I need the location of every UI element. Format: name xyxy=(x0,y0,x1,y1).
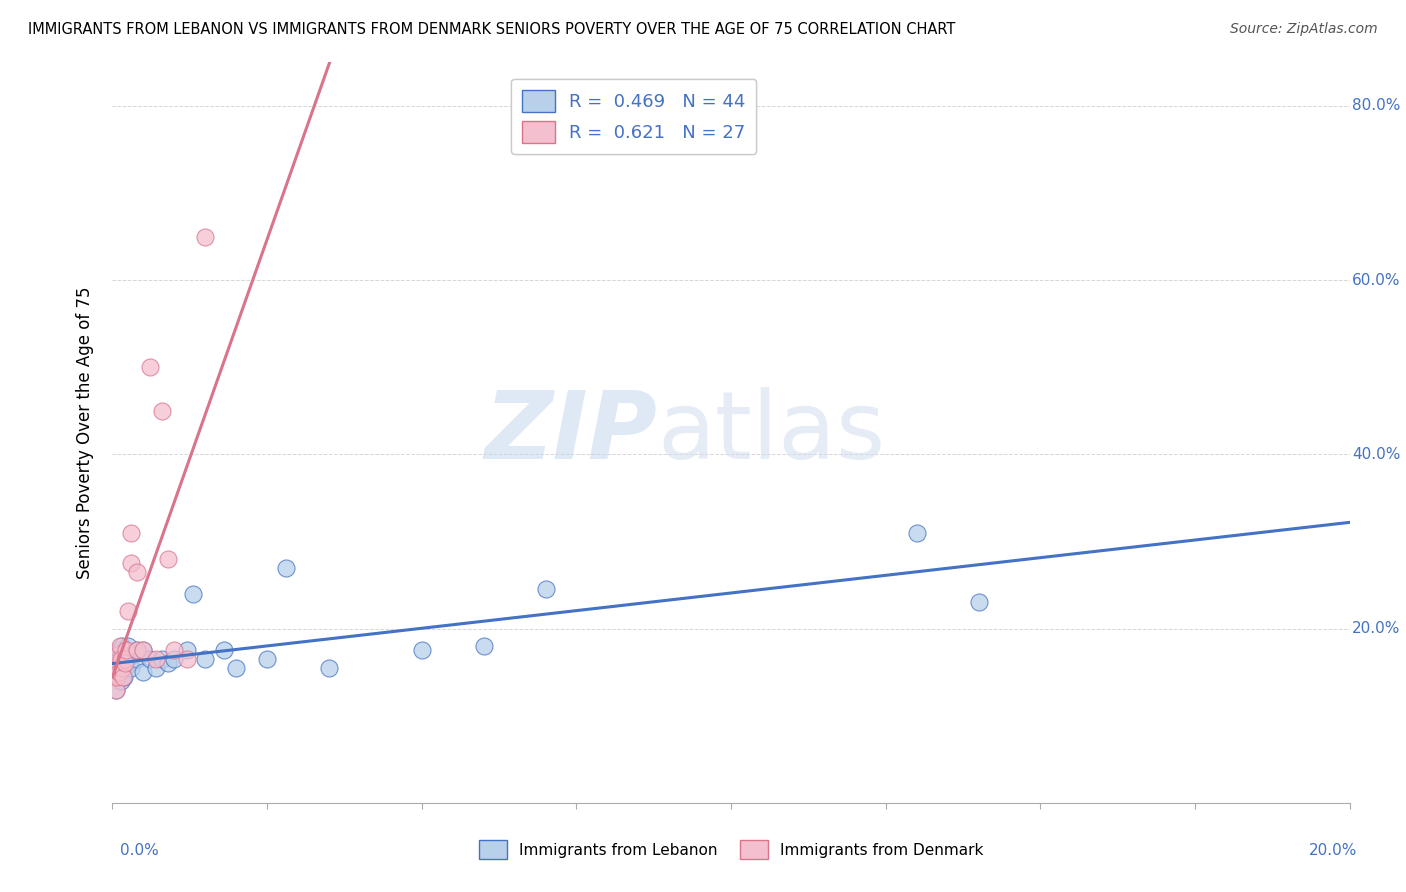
Point xyxy=(472,639,495,653)
Point xyxy=(411,643,433,657)
Point xyxy=(110,652,132,666)
Point xyxy=(107,657,129,671)
Point xyxy=(114,657,136,671)
Point xyxy=(163,652,186,666)
Point xyxy=(114,661,136,675)
Point xyxy=(176,652,198,666)
Legend: Immigrants from Lebanon, Immigrants from Denmark: Immigrants from Lebanon, Immigrants from… xyxy=(471,832,991,866)
Point xyxy=(110,648,132,662)
Text: 40.0%: 40.0% xyxy=(1353,447,1400,462)
Point xyxy=(110,673,132,688)
Point xyxy=(138,652,160,666)
Point xyxy=(318,661,340,675)
Point xyxy=(107,643,129,657)
Point xyxy=(967,595,990,609)
Point xyxy=(132,643,155,657)
Point xyxy=(105,669,128,683)
Point xyxy=(114,643,136,657)
Point xyxy=(163,643,186,657)
Point xyxy=(274,560,297,574)
Point xyxy=(145,652,167,666)
Point xyxy=(150,404,173,418)
Text: 80.0%: 80.0% xyxy=(1353,98,1400,113)
Point xyxy=(120,525,142,540)
Point xyxy=(145,661,167,675)
Point xyxy=(127,652,149,666)
Point xyxy=(905,525,928,540)
Point xyxy=(120,556,142,570)
Point xyxy=(104,657,127,671)
Text: ZIP: ZIP xyxy=(484,386,657,479)
Point xyxy=(103,669,125,683)
Point xyxy=(120,661,142,675)
Text: Source: ZipAtlas.com: Source: ZipAtlas.com xyxy=(1230,22,1378,37)
Point xyxy=(115,652,138,666)
Text: 20.0%: 20.0% xyxy=(1309,843,1357,858)
Point xyxy=(111,661,134,675)
Point xyxy=(103,669,125,683)
Point xyxy=(194,229,217,244)
Point xyxy=(256,652,278,666)
Point xyxy=(225,661,247,675)
Point xyxy=(117,604,139,618)
Legend: R =  0.469   N = 44, R =  0.621   N = 27: R = 0.469 N = 44, R = 0.621 N = 27 xyxy=(512,78,756,153)
Point xyxy=(127,643,149,657)
Text: 20.0%: 20.0% xyxy=(1353,621,1400,636)
Point xyxy=(105,669,128,683)
Point xyxy=(112,669,135,683)
Point xyxy=(138,360,160,375)
Point xyxy=(107,648,129,662)
Point xyxy=(107,648,129,662)
Point xyxy=(176,643,198,657)
Point xyxy=(107,665,129,680)
Point xyxy=(105,661,128,675)
Point xyxy=(120,648,142,662)
Point xyxy=(104,682,127,697)
Point xyxy=(114,652,136,666)
Point xyxy=(132,665,155,680)
Point xyxy=(111,661,134,675)
Point xyxy=(212,643,235,657)
Point xyxy=(127,565,149,579)
Text: atlas: atlas xyxy=(657,386,886,479)
Point xyxy=(104,661,127,675)
Text: 0.0%: 0.0% xyxy=(120,843,159,858)
Point xyxy=(194,652,217,666)
Point xyxy=(127,643,149,657)
Point xyxy=(132,643,155,657)
Point xyxy=(115,643,138,657)
Point xyxy=(111,657,134,671)
Point xyxy=(157,657,180,671)
Point xyxy=(157,552,180,566)
Point xyxy=(105,657,128,671)
Point xyxy=(111,639,134,653)
Point xyxy=(111,669,134,683)
Point xyxy=(108,639,131,653)
Point xyxy=(107,665,129,680)
Point xyxy=(117,639,139,653)
Point xyxy=(534,582,557,597)
Point xyxy=(108,665,131,680)
Point xyxy=(104,682,127,697)
Point xyxy=(150,652,173,666)
Text: 60.0%: 60.0% xyxy=(1353,273,1400,288)
Text: IMMIGRANTS FROM LEBANON VS IMMIGRANTS FROM DENMARK SENIORS POVERTY OVER THE AGE : IMMIGRANTS FROM LEBANON VS IMMIGRANTS FR… xyxy=(28,22,956,37)
Point xyxy=(181,587,204,601)
Y-axis label: Seniors Poverty Over the Age of 75: Seniors Poverty Over the Age of 75 xyxy=(76,286,94,579)
